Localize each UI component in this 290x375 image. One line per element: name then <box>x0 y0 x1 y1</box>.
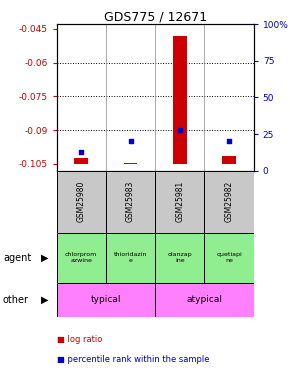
Text: chlorprom
azwine: chlorprom azwine <box>65 252 97 263</box>
Text: typical: typical <box>90 296 121 304</box>
Bar <box>57 232 106 283</box>
Bar <box>155 232 204 283</box>
Bar <box>173 36 187 164</box>
Text: ▶: ▶ <box>41 295 49 305</box>
Text: atypical: atypical <box>186 296 222 304</box>
Text: GSM25983: GSM25983 <box>126 181 135 222</box>
Bar <box>155 283 254 317</box>
Point <box>227 138 231 144</box>
Text: GSM25980: GSM25980 <box>77 181 86 222</box>
Bar <box>155 171 204 232</box>
Point <box>128 138 133 144</box>
Text: GSM25982: GSM25982 <box>224 181 234 222</box>
Point <box>79 148 84 154</box>
Text: agent: agent <box>3 253 31 263</box>
Text: quetiapi
ne: quetiapi ne <box>216 252 242 263</box>
Bar <box>57 283 155 317</box>
Bar <box>106 171 155 232</box>
Text: ■ log ratio: ■ log ratio <box>57 335 102 344</box>
Title: GDS775 / 12671: GDS775 / 12671 <box>104 10 207 23</box>
Point <box>177 127 182 133</box>
Bar <box>204 232 254 283</box>
Text: GSM25981: GSM25981 <box>175 181 184 222</box>
Text: other: other <box>3 295 29 305</box>
Bar <box>124 163 137 164</box>
Bar <box>222 156 236 164</box>
Bar <box>204 171 254 232</box>
Text: ■ percentile rank within the sample: ■ percentile rank within the sample <box>57 356 209 364</box>
Text: ▶: ▶ <box>41 253 49 263</box>
Text: olanzap
ine: olanzap ine <box>168 252 192 263</box>
Bar <box>74 158 88 164</box>
Bar <box>106 232 155 283</box>
Text: thioridazin
e: thioridazin e <box>114 252 147 263</box>
Bar <box>57 171 106 232</box>
